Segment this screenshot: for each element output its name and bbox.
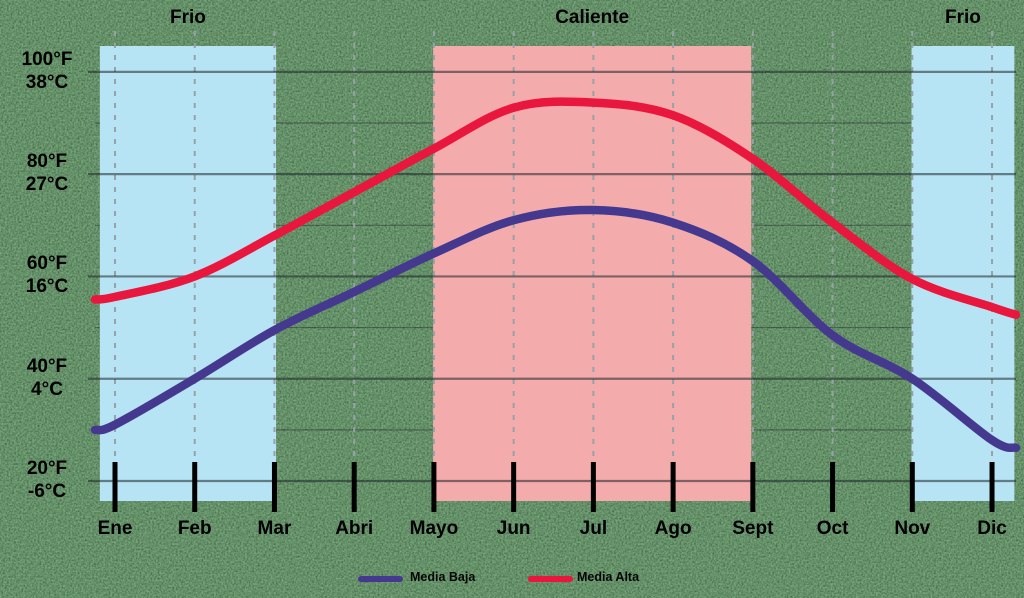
media-baja-label: Media Baja [410,570,476,584]
media-alta-swatch [528,576,573,582]
temperature-band-frio-2 [911,46,1015,501]
media-alta-label: Media Alta [577,570,640,584]
media-baja-swatch [358,576,403,582]
temperature-band-frio-0 [99,46,277,501]
media-baja-line [90,205,1021,453]
media-alta-line [90,97,1021,320]
